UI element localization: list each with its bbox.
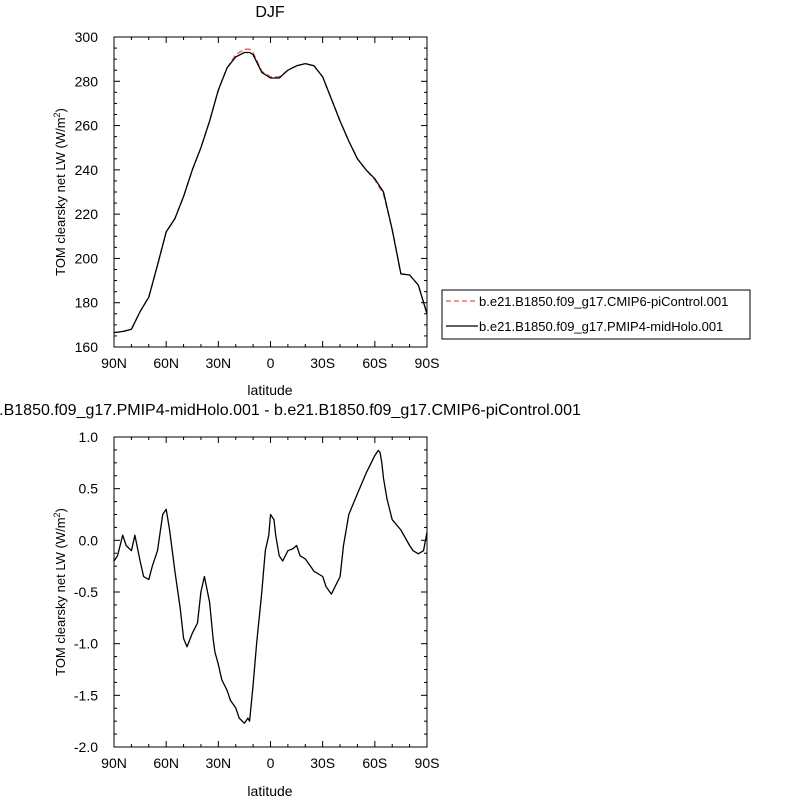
y-axis-label-superscript: 2 xyxy=(52,512,62,517)
x-tick-label: 60S xyxy=(362,755,387,771)
y-tick-label: -1.5 xyxy=(74,687,98,703)
axes: 90N 60N 30N 0 30S 60S 90S 160 180 200 220 240 260 280… xyxy=(75,29,440,371)
y-tick-label: -1.0 xyxy=(74,636,98,652)
series-line-0-1 xyxy=(113,51,428,334)
series-line-0-0 xyxy=(113,48,428,334)
x-tick-label: 90S xyxy=(415,355,440,371)
x-tick-label: 0 xyxy=(267,755,275,771)
legend: b.e21.B1850.f09_g17.CMIP6-piControl.001 … xyxy=(441,289,751,340)
series-line-1-0 xyxy=(113,449,428,724)
y-tick-label: -2.0 xyxy=(74,739,98,755)
x-tick-label: 30S xyxy=(310,755,335,771)
y-tick-label: 260 xyxy=(75,118,99,134)
plot-frame xyxy=(113,436,428,748)
y-axis-label-difference: TOM clearsky net LW (W/m2) xyxy=(52,508,68,676)
panel-top: DJF 90N 60N 30N 0 30S 60S 90S 160 180 200 220 240 26… xyxy=(52,4,751,398)
plot-area xyxy=(113,48,428,334)
x-axis-label-difference: latitude xyxy=(247,783,292,799)
x-tick-label: 90S xyxy=(415,755,440,771)
x-axis-label: latitude xyxy=(247,382,292,398)
legend-entry-midholo: b.e21.B1850.f09_g17.PMIP4-midHolo.001 xyxy=(479,319,723,334)
plot-area-difference xyxy=(113,449,428,724)
y-tick-label: 200 xyxy=(75,250,99,266)
y-axis-label-close: ) xyxy=(53,508,68,512)
x-tick-label: 30N xyxy=(205,755,231,771)
y-axis-label-close: ) xyxy=(53,108,68,112)
panel-bottom: b.e21.B1850.f09_g17.PMIP4-midHolo.001 - … xyxy=(0,402,581,799)
x-tick-label: 30S xyxy=(310,355,335,371)
y-axis-label: TOM clearsky net LW (W/m2) xyxy=(52,108,68,276)
y-tick-label: 160 xyxy=(75,339,99,355)
y-tick-label: 220 xyxy=(75,206,99,222)
legend-box xyxy=(441,289,751,340)
y-tick-label: 0.0 xyxy=(79,532,99,548)
axes-difference: 90N 60N 30N 0 30S 60S 90S -2.0 -1.5 -1.0 -0.5 0.0 0.… xyxy=(74,429,440,771)
y-tick-label: 280 xyxy=(75,73,99,89)
legend-entry-picontrol: b.e21.B1850.f09_g17.CMIP6-piControl.001 xyxy=(479,294,728,309)
y-tick-label: 1.0 xyxy=(79,429,99,445)
x-tick-label: 90N xyxy=(101,355,127,371)
y-tick-label: 240 xyxy=(75,162,99,178)
plot-frame xyxy=(113,36,428,348)
x-tick-label: 30N xyxy=(205,355,231,371)
chart-title: DJF xyxy=(255,4,285,21)
y-tick-label: 180 xyxy=(75,295,99,311)
y-axis-label-text: TOM clearsky net LW (W/m xyxy=(53,117,68,275)
y-tick-label: 0.5 xyxy=(79,481,99,497)
x-tick-label: 60N xyxy=(153,755,179,771)
x-tick-label: 60N xyxy=(153,355,179,371)
chart-title-difference: b.e21.B1850.f09_g17.PMIP4-midHolo.001 - … xyxy=(0,402,581,419)
x-tick-label: 90N xyxy=(101,755,127,771)
y-tick-label: -0.5 xyxy=(74,584,98,600)
x-tick-label: 60S xyxy=(362,355,387,371)
y-tick-label: 300 xyxy=(75,29,99,45)
x-tick-label: 0 xyxy=(267,355,275,371)
y-axis-label-superscript: 2 xyxy=(52,112,62,117)
y-axis-label-text: TOM clearsky net LW (W/m xyxy=(53,517,68,675)
